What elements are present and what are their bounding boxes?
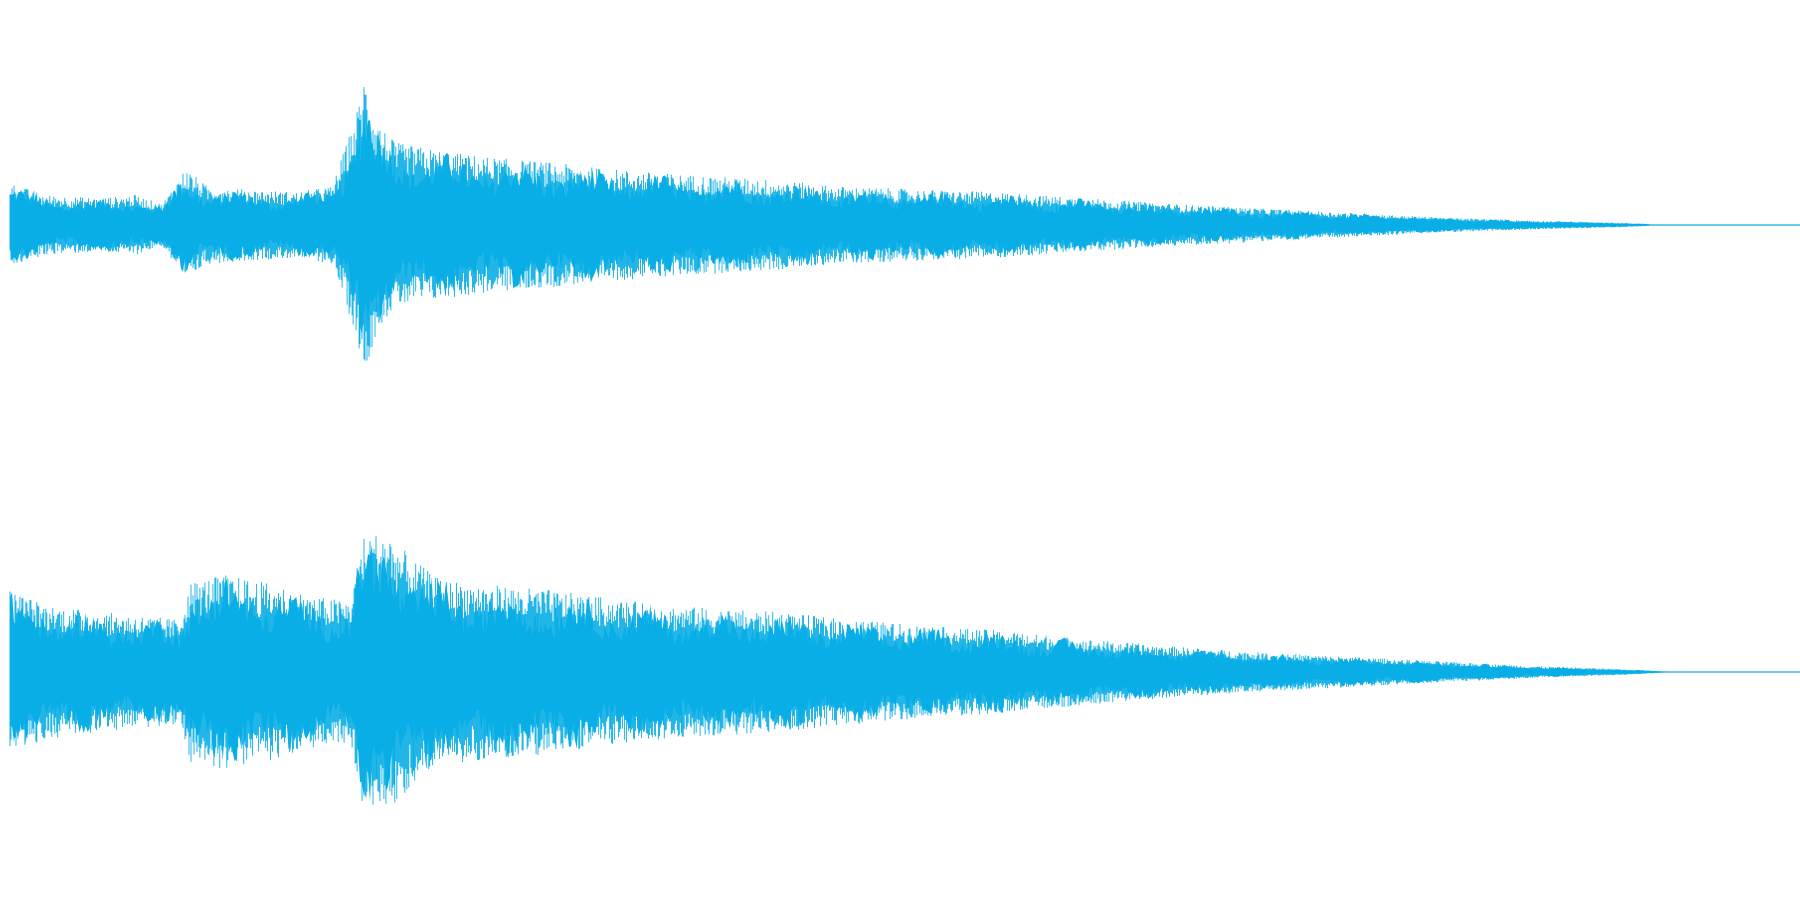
channels-layer	[9, 87, 1800, 805]
channel-2-waveform-peaks	[9, 536, 1674, 805]
channel-2-waveform	[9, 536, 1800, 805]
channel-1-waveform	[9, 87, 1800, 361]
channel-1-waveform-peaks	[9, 87, 1657, 361]
